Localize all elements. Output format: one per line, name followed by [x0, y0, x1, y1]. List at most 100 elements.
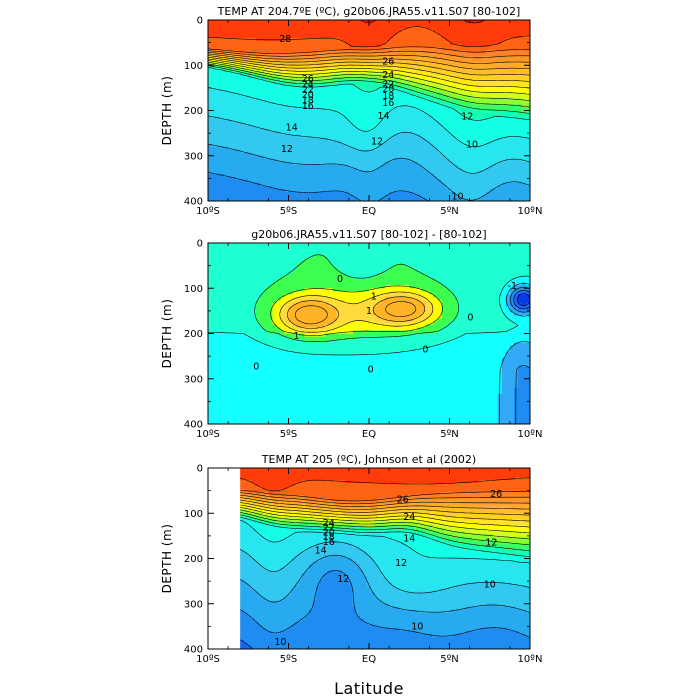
contour-fill-cell [324, 131, 330, 136]
contour-fill-cell [525, 59, 530, 63]
contour-fill-cell [449, 77, 455, 81]
contour-fill-cell [501, 53, 507, 57]
contour-fill-cell [352, 101, 358, 106]
contour-fill-cell [509, 104, 515, 109]
contour-fill-cell [308, 74, 314, 78]
contour-fill-cell [429, 191, 434, 196]
contour-fill-cell [461, 182, 467, 187]
contour-fill-cell [296, 119, 302, 124]
contour-fill-cell [457, 80, 463, 84]
contour-fill-cell [441, 161, 447, 166]
contour-fill-cell [304, 59, 310, 63]
contour-fill-cell [381, 68, 386, 72]
contour-fill-cell [385, 29, 390, 33]
contour-fill-cell [216, 155, 221, 160]
contour-fill-cell [340, 185, 346, 190]
contour-fill-cell [457, 116, 463, 121]
contour-fill-cell [248, 110, 253, 115]
contour-fill-cell [509, 158, 515, 163]
contour-fill-cell [224, 167, 229, 172]
contour-fill-cell [240, 164, 245, 169]
contour-fill-cell [501, 122, 507, 127]
contour-fill-cell [316, 71, 322, 75]
contour-fill-cell [208, 146, 213, 151]
contour-fill-cell [373, 23, 378, 27]
contour-fill-cell [497, 170, 503, 175]
contour-fill-cell [248, 149, 253, 154]
contour-fill-cell [316, 86, 322, 90]
contour-fill-cell [292, 50, 298, 54]
contour-fill-cell [316, 188, 322, 193]
contour-fill-cell [332, 65, 338, 69]
contour-fill-cell [425, 179, 430, 184]
contour-line [208, 58, 530, 89]
contour-fill-cell [328, 113, 334, 118]
contour-fill-cell [320, 41, 326, 45]
contour-fill-cell [336, 65, 342, 69]
contour-fill-cell [445, 77, 451, 81]
contour-fill-cell [288, 29, 294, 33]
contour-fill-cell [477, 59, 483, 63]
contour-fill-cell [445, 161, 451, 166]
contour-fill-cell [453, 191, 459, 196]
contour-fill-cell [377, 83, 382, 87]
contour-fill-cell [517, 53, 523, 57]
contour-fill-cell [344, 185, 350, 190]
contour-fill-cell [461, 80, 467, 84]
contour-fill-cell [501, 62, 507, 66]
contour-fill-cell [248, 176, 253, 181]
contour-fill-cell [401, 179, 406, 184]
contour-fill-cell [244, 128, 249, 133]
contour-fill-cell [220, 122, 225, 127]
contour-fill-cell [473, 158, 479, 163]
contour-fill-cell [429, 113, 434, 118]
contour-label: 10 [452, 191, 464, 202]
contour-fill-cell [236, 158, 241, 163]
contour-fill-cell [224, 191, 229, 196]
contour-fill-cell [248, 188, 253, 193]
contour-fill-cell [517, 194, 523, 199]
contour-fill-cell [437, 110, 443, 115]
contour-fill-cell [288, 53, 294, 57]
contour-fill-cell [397, 146, 402, 151]
contour-fill-cell [449, 152, 455, 157]
contour-fill-cell [417, 47, 422, 51]
contour-fill-cell [220, 29, 225, 33]
contour-fill-cell [417, 71, 422, 75]
contour-fill-cell [348, 155, 354, 160]
contour-fill-cell [304, 182, 310, 187]
contour-fill-cell [324, 44, 330, 48]
contour-fill-cell [236, 53, 241, 57]
contour-fill-cell [373, 74, 378, 78]
contour-fill-cell [413, 89, 418, 93]
contour-fill-cell [421, 182, 426, 187]
contour-fill-cell [216, 35, 221, 39]
contour-fill-cell [212, 71, 217, 75]
contour-fill-cell [320, 128, 326, 133]
contour-fill-cell [485, 68, 491, 72]
contour-fill-cell [477, 176, 483, 181]
contour-fill-cell [489, 47, 495, 51]
contour-fill-cell [256, 149, 261, 154]
contour-fill-cell [461, 197, 467, 201]
contour-fill-cell [485, 62, 491, 66]
contour-fill-cell [525, 44, 530, 48]
contour-fill-cell [284, 125, 290, 130]
contour-fill-cell [288, 131, 294, 136]
contour-fill-cell [220, 134, 225, 139]
contour-fill-cell [497, 20, 503, 24]
contour-fill-cell [433, 104, 439, 109]
contour-fill-cell [356, 41, 362, 45]
contour-fill-cell [316, 20, 322, 24]
contour-fill-cell [332, 101, 338, 106]
contour-fill-cell [308, 86, 314, 90]
contour-fill-cell [509, 74, 515, 78]
contour-fill-cell [433, 140, 439, 145]
contour-fill-cell [324, 137, 330, 142]
contour-fill-cell [405, 188, 410, 193]
contour-fill-cell [425, 191, 430, 196]
contour-fill-cell [360, 89, 366, 93]
contour-fill-cell [232, 95, 237, 100]
contour-fill-cell [481, 170, 487, 175]
contour-fill-cell [260, 143, 265, 148]
